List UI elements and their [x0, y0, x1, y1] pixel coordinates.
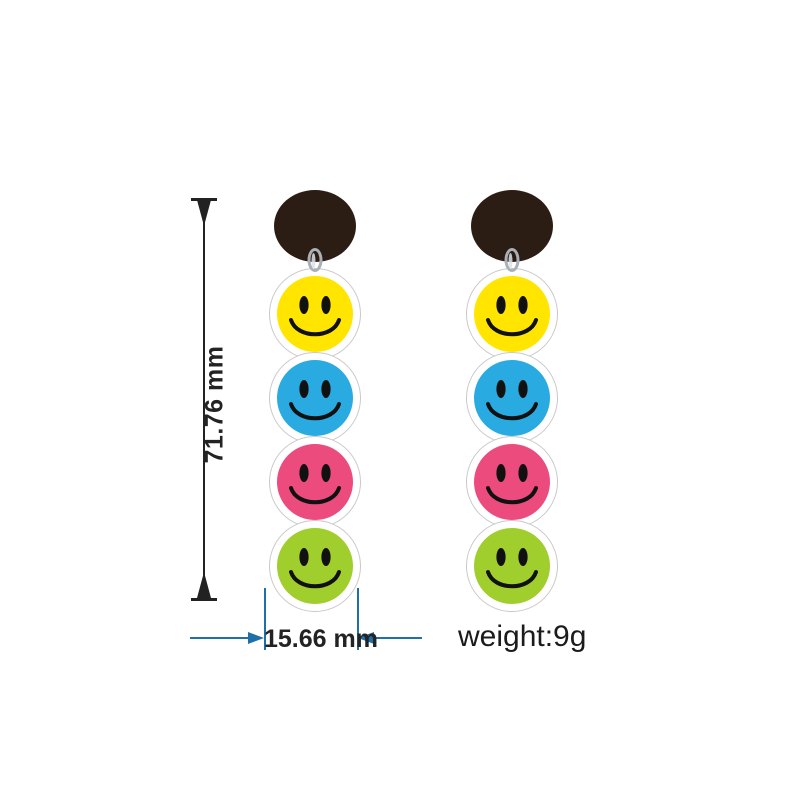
smiley-face-green [277, 528, 353, 604]
width-dimension-arrow-right [358, 632, 374, 644]
smiley-blue [466, 352, 558, 444]
jump-ring [307, 248, 323, 272]
height-dimension [188, 198, 220, 602]
smiley-face-yellow [474, 276, 550, 352]
height-dimension-label: 71.76 mm [200, 345, 229, 464]
width-dimension-arrow-left [248, 632, 264, 644]
height-dimension-line [203, 204, 205, 596]
height-dimension-cap-bottom [191, 598, 217, 601]
smiley-face-green [474, 528, 550, 604]
width-dimension-line-right [374, 637, 422, 639]
smiley-face-yellow [277, 276, 353, 352]
height-dimension-arrow-bottom [197, 572, 211, 598]
smiley-yellow [269, 268, 361, 360]
jump-ring [504, 248, 520, 272]
smiley-pink [466, 436, 558, 528]
smiley-face-pink [277, 444, 353, 520]
smiley-green [466, 520, 558, 612]
smiley-face-blue [277, 360, 353, 436]
smiley-yellow [466, 268, 558, 360]
width-dimension-label: 15.66 mm [264, 625, 378, 653]
smiley-face-pink [474, 444, 550, 520]
smiley-blue [269, 352, 361, 444]
height-dimension-cap-top [191, 198, 217, 201]
width-dimension-line-left [190, 637, 250, 639]
width-extension-line-left [264, 588, 266, 650]
smiley-face-blue [474, 360, 550, 436]
weight-label: weight:9g [458, 620, 587, 653]
width-extension-line-right [357, 588, 359, 650]
smiley-green [269, 520, 361, 612]
smiley-pink [269, 436, 361, 528]
